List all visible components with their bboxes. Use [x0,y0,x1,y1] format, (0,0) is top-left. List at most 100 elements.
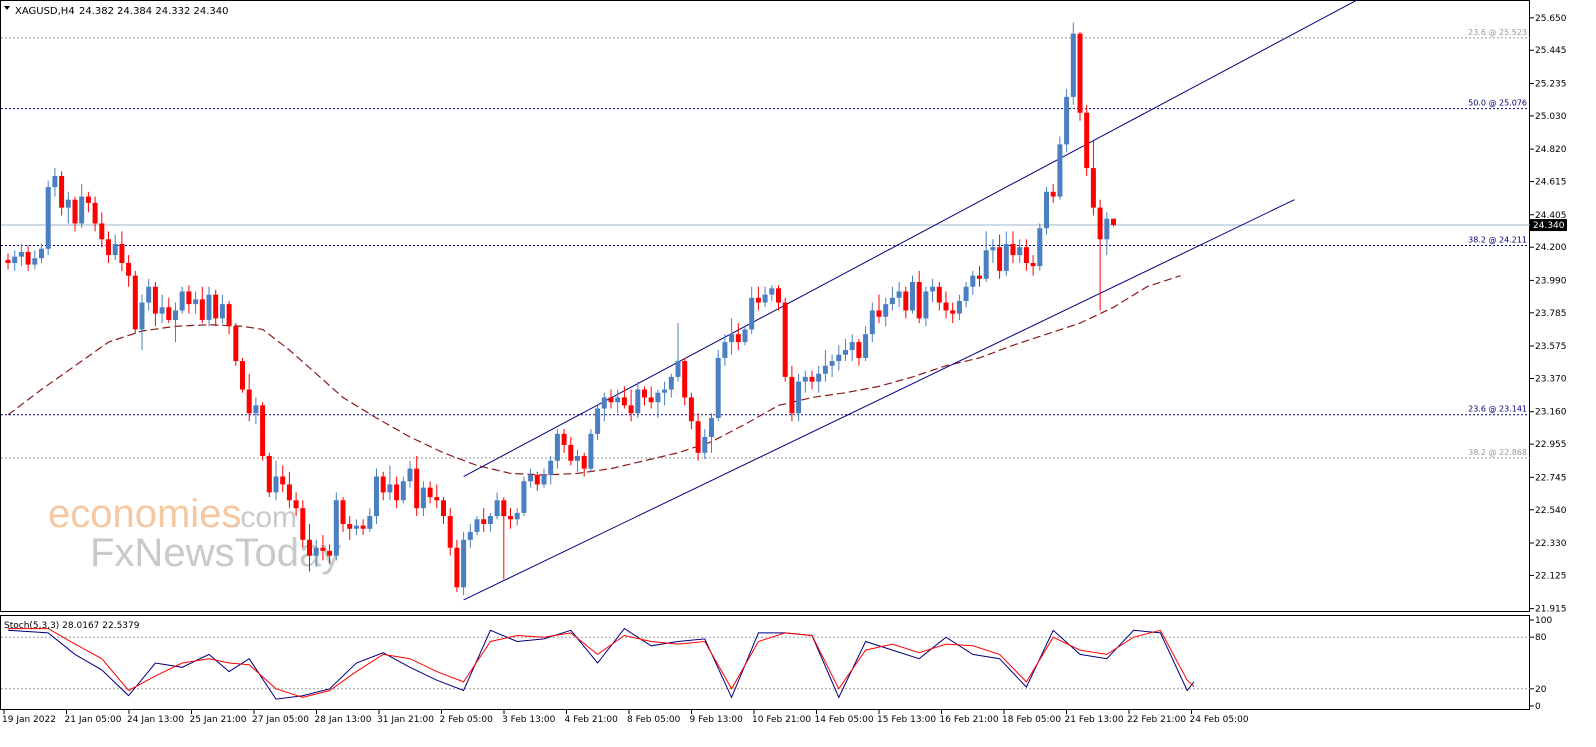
candle [12,250,18,271]
candle-body [240,361,245,390]
time-tick-label: 24 Jan 13:00 [127,715,184,725]
candle [441,497,446,524]
candle [709,413,714,453]
candle [903,286,909,319]
candle [79,183,85,229]
price-tick-label: 21.915 [1535,605,1567,615]
candle-body [762,294,768,303]
candle-body [394,484,400,501]
candle [286,471,292,509]
candle-body [441,500,446,517]
candle [742,326,748,346]
candle [360,519,366,536]
candle-body [1030,263,1036,267]
candle-body [1070,33,1076,97]
candle-body [1077,33,1083,113]
candle-body [313,547,319,556]
candle-body [1017,247,1023,256]
candle-body [709,418,714,437]
candle-body [943,302,949,311]
time-tick-label: 14 Feb 05:00 [815,715,874,725]
price-tick-label: 22.540 [1535,506,1567,516]
candle-body [293,500,299,509]
candle [106,231,111,263]
candle-body [534,474,540,485]
candle [18,244,24,267]
candle-body [554,433,560,461]
stoch-tick-label: 0 [1535,702,1541,712]
candle [822,350,828,382]
candle-body [903,291,909,311]
time-tick-label: 3 Feb 13:00 [502,715,556,725]
candle [246,373,252,422]
price-tick-label: 25.445 [1535,46,1567,56]
candle [474,516,480,536]
candle-body [159,307,165,314]
candle [186,285,192,314]
time-tick-label: 2 Feb 05:00 [440,715,494,725]
price-tick-label: 22.745 [1535,473,1567,483]
candle [206,286,212,327]
candle-body [206,294,212,320]
candle-body [990,247,996,251]
current-price-label: 24.340 [1533,221,1565,231]
candle-body [869,310,875,335]
candle-body [353,525,359,529]
candle-body [642,389,647,398]
candle-body [374,476,379,517]
candle-body [802,376,808,382]
main-pane-frame [0,0,1530,612]
candle [280,465,286,493]
candle-body [601,397,607,409]
candle [467,524,473,548]
candle-body [735,334,741,343]
candle [25,245,31,271]
dropdown-triangle-icon[interactable] [4,6,10,10]
candle-body [688,397,694,422]
candle-body [568,444,574,461]
candle [92,196,98,232]
candle-body [5,259,11,263]
channel-lower-line [463,199,1295,601]
candle-body [79,196,85,224]
candle [253,397,259,425]
candle-body [246,389,252,414]
price-tick-label: 25.650 [1535,14,1567,24]
candle-body [414,468,420,509]
candle-body [199,299,205,320]
candle [702,429,708,460]
candle [762,286,768,308]
candle-body [327,550,333,556]
candle-body [1044,191,1049,229]
candle-body [25,251,31,265]
time-tick-label: 21 Jan 05:00 [65,715,122,725]
candle [977,266,982,287]
candle-body [253,405,259,414]
candle-body [755,297,761,303]
candle [39,244,44,263]
candle-body [635,389,641,414]
candle [936,281,942,311]
candle [581,452,587,477]
candle [869,302,875,343]
stoch-tick-label: 80 [1535,633,1547,643]
candles [5,22,1116,596]
candle [896,281,902,308]
candle-body [146,286,152,303]
candle [1030,255,1036,276]
candle [132,270,138,335]
candle [836,345,842,371]
candle [1057,136,1063,200]
candle-body [829,361,835,366]
candle [755,286,761,311]
candle-body [447,516,453,548]
candle [380,471,386,501]
candle [916,270,922,324]
candle [461,531,467,596]
candle [333,492,339,561]
price-tick-label: 25.030 [1535,112,1567,122]
candle [454,539,460,593]
candle-body [1057,144,1063,197]
stochastic-pane: 100 80 20 0 [1,616,1552,712]
candle [240,357,245,393]
